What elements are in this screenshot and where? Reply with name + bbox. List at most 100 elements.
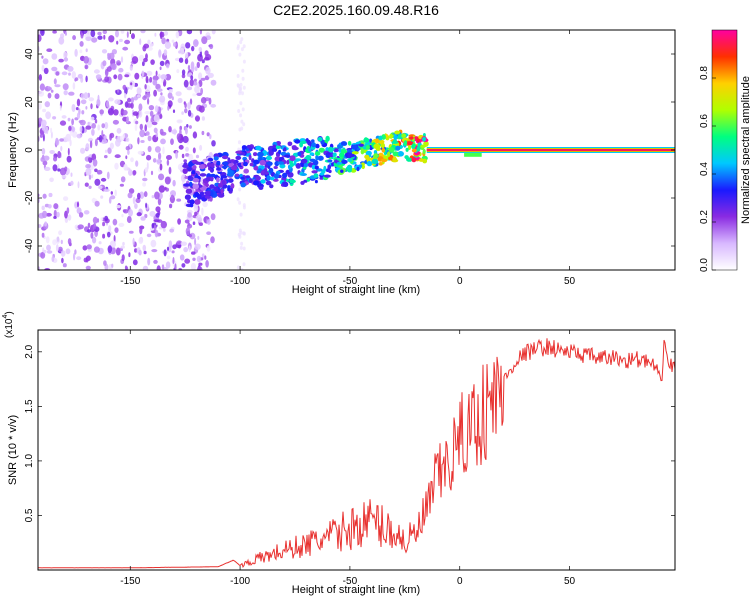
spectrogram-cell [47, 87, 52, 91]
spectrogram-cell [252, 159, 260, 165]
spectrogram-cell [112, 218, 118, 226]
spectrogram-cell [190, 64, 195, 73]
spectrogram-cell [337, 144, 343, 149]
spectrogram-cell [107, 147, 112, 154]
spectrogram-cell [319, 172, 325, 176]
spectrogram-cell [365, 145, 370, 150]
spectrogram-cell [90, 116, 95, 121]
spectrogram-cell [289, 162, 295, 167]
spectrogram-cell [241, 145, 247, 150]
spectrogram-cell [206, 132, 210, 137]
spectrogram-cell [125, 137, 130, 142]
spectrogram-cell [58, 230, 63, 236]
spectrogram-cell [311, 142, 316, 148]
spectrogram-cell [158, 49, 162, 58]
x-tick-label: -50 [343, 576, 358, 587]
spectrogram-cell [112, 119, 119, 125]
x-tick-label: -150 [120, 576, 140, 587]
spectrogram-cell [314, 179, 318, 184]
spectrogram-cell [242, 246, 246, 251]
spectrogram-cell [258, 185, 264, 190]
spectrogram-cell [148, 105, 155, 111]
spectrogram-cell [160, 138, 166, 145]
spectrogram-cell [300, 173, 308, 176]
spectrogram-cell [241, 107, 245, 112]
spectrogram-cell [229, 187, 233, 193]
spectrogram-cell [336, 161, 342, 165]
spectrogram-cell [154, 191, 160, 200]
spectrogram-cell [315, 154, 319, 161]
spectrogram-cell [169, 203, 173, 209]
spectrogram-cell [56, 211, 60, 218]
spectrogram-cell [151, 195, 155, 199]
spectrogram-cell [388, 147, 395, 153]
spectrogram-cell [340, 169, 344, 173]
spectrogram-cell [351, 151, 359, 155]
spectrogram-cell [94, 200, 100, 207]
spectrogram-cell [62, 51, 68, 59]
spectrogram-cell [153, 225, 157, 231]
spectrogram-cell [185, 146, 189, 152]
spectrogram-cell [194, 66, 198, 71]
spectrogram-cell [327, 164, 332, 170]
spectrogram-cell [177, 119, 182, 123]
spectrogram-cell [84, 182, 89, 187]
spectrogram-cell [92, 159, 98, 167]
spectrogram-cell [142, 95, 147, 101]
spectrogram-cell [153, 259, 158, 264]
spectrogram-cell [85, 75, 88, 83]
spectrogram-cell [286, 159, 290, 165]
spectrogram-cell [88, 157, 91, 162]
spectrogram-cell [110, 191, 114, 195]
spectrogram-cell [115, 139, 121, 147]
spectrogram-cell [245, 175, 250, 179]
spectrogram-cell [39, 83, 46, 91]
spectrogram-cell [371, 158, 379, 165]
spectrogram-cell [128, 188, 135, 194]
spectrogram-cell [406, 157, 413, 162]
spectrogram-cell [116, 127, 122, 134]
spectrogram-cell [186, 30, 193, 35]
spectrogram-cell [347, 164, 353, 170]
spectrogram-cell [111, 63, 117, 71]
spectrogram-cell [45, 236, 50, 244]
spectrogram-cell [183, 183, 191, 187]
spectrogram-cell [205, 190, 212, 196]
spectrogram-cell [328, 169, 332, 174]
spectrogram-cell [76, 98, 81, 107]
spectrogram-cell [66, 207, 70, 214]
spectrogram-cell [137, 150, 144, 155]
spectrogram-cell [206, 231, 212, 235]
spectrogram-cell [61, 257, 64, 264]
spectrogram-cell [168, 240, 173, 249]
spectrogram-cell [139, 226, 143, 235]
spectrogram-cell [324, 174, 331, 178]
spectrogram-cell [327, 146, 334, 153]
spectrogram-cell [44, 221, 47, 227]
spectrogram-cell [59, 120, 67, 126]
spectrogram-cell [401, 133, 407, 138]
spectrogram-cell [155, 212, 160, 218]
spectrogram-cell [239, 113, 243, 118]
spectrogram-cell [284, 154, 291, 158]
spectrogram-cell [194, 199, 201, 205]
spectrogram-cell [115, 247, 121, 256]
spectrogram-cell [241, 68, 245, 73]
spectrogram-cell [80, 93, 86, 99]
spectrogram-cell [309, 158, 316, 162]
spectrogram-cell [393, 135, 398, 141]
spectrogram-cell [61, 174, 67, 179]
spectrogram-cell [55, 137, 59, 146]
spectrogram-cell [339, 152, 345, 158]
spectrogram-cell [216, 160, 221, 166]
spectrogram-cell [183, 79, 189, 88]
spectrogram-cell [179, 254, 185, 261]
spectrogram-cell [85, 265, 91, 270]
spectrogram-cell [78, 120, 83, 124]
spectrogram-cell [407, 141, 414, 146]
spectrogram-cell [319, 176, 324, 180]
spectrogram-cell [99, 109, 104, 115]
spectrogram-cell [142, 265, 149, 270]
spectrogram-cell [183, 159, 187, 163]
spectrogram-cell [85, 167, 92, 176]
